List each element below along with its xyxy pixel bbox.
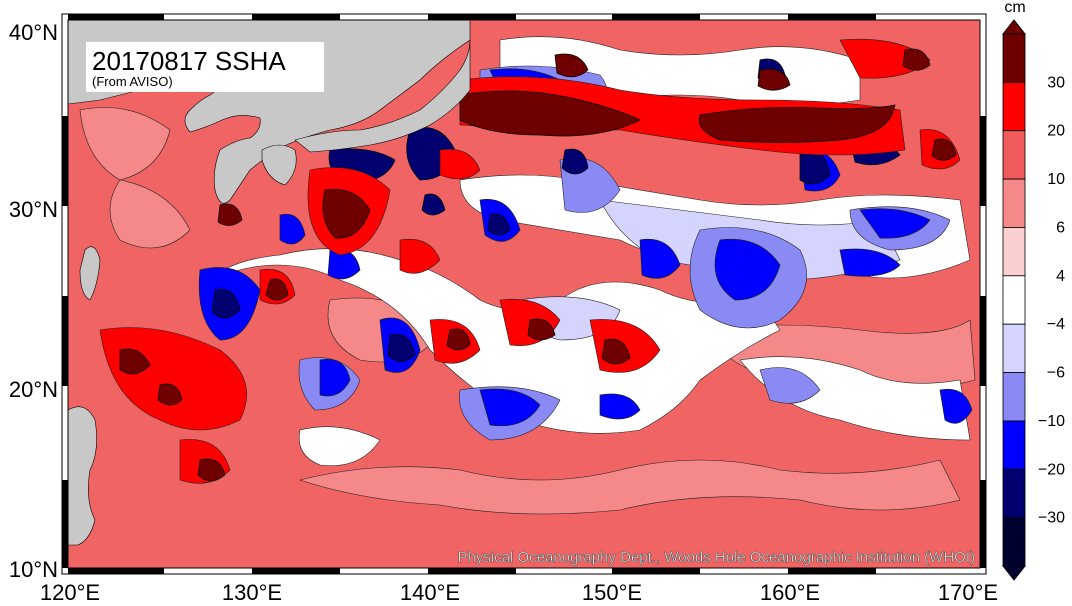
y-tick-20n: 20°N — [9, 377, 58, 402]
land-taiwan — [79, 246, 101, 301]
y-tick-30n: 30°N — [9, 197, 58, 222]
colorbar-segment — [1002, 227, 1026, 277]
colorbar-label: 10 — [1047, 171, 1065, 188]
colorbar-label: −20 — [1038, 461, 1065, 478]
x-tick-150e: 150°E — [582, 580, 642, 605]
land-philippines — [68, 406, 97, 546]
colorbar-segment — [1002, 420, 1026, 470]
colorbar-label: −30 — [1038, 510, 1065, 527]
land-japan-kyushu — [261, 144, 297, 186]
map-frame — [61, 13, 987, 575]
x-tick-120e: 120°E — [40, 580, 100, 605]
colorbar-segment — [1002, 275, 1026, 325]
x-tick-160e: 160°E — [760, 580, 820, 605]
anomaly-extreme-positive — [119, 48, 957, 482]
y-tick-10n: 10°N — [9, 557, 58, 582]
map-title-box: 20170817 SSHA (From AVISO) — [86, 42, 324, 92]
colorbar-label: 6 — [1056, 219, 1065, 236]
colorbar-label: −4 — [1047, 316, 1065, 333]
colorbar-segment — [1002, 178, 1026, 228]
colorbar-label: −6 — [1047, 365, 1065, 382]
map-title: 20170817 SSHA — [92, 46, 286, 76]
map-credit: Physical Oceanography Dept., Woods Hole … — [458, 549, 975, 566]
colorbar-label: 30 — [1047, 74, 1065, 91]
colorbar-segment — [1002, 33, 1026, 83]
ssha-map — [68, 20, 980, 568]
colorbar-segment — [1002, 372, 1026, 422]
x-axis-ticks: 120°E 130°E 140°E 150°E 160°E 170°E — [40, 580, 998, 605]
colorbar-label: 4 — [1056, 268, 1065, 285]
colorbar-segment — [1002, 517, 1026, 567]
y-tick-40n: 40°N — [9, 20, 58, 45]
colorbar-segment — [1002, 81, 1026, 132]
map-subtitle: (From AVISO) — [92, 74, 173, 89]
land-japan-honshu — [294, 39, 471, 153]
colorbar-segment — [1002, 130, 1026, 180]
colorbar-bottom-arrow — [1001, 565, 1027, 581]
x-tick-130e: 130°E — [222, 580, 282, 605]
colorbar-unit: cm — [1004, 0, 1025, 16]
colorbar-label: 20 — [1047, 123, 1065, 140]
colorbar-top-arrow — [1001, 19, 1027, 35]
y-axis-ticks: 40°N 30°N 20°N 10°N — [9, 20, 58, 582]
x-tick-170e: 170°E — [938, 580, 998, 605]
colorbar-label: −10 — [1038, 413, 1065, 430]
x-tick-140e: 140°E — [400, 580, 460, 605]
colorbar: cm 30 20 10 6 4 −4 −6 −10 −20 −30 — [1001, 0, 1065, 581]
colorbar-segment — [1002, 468, 1026, 519]
colorbar-segment — [1002, 323, 1026, 373]
